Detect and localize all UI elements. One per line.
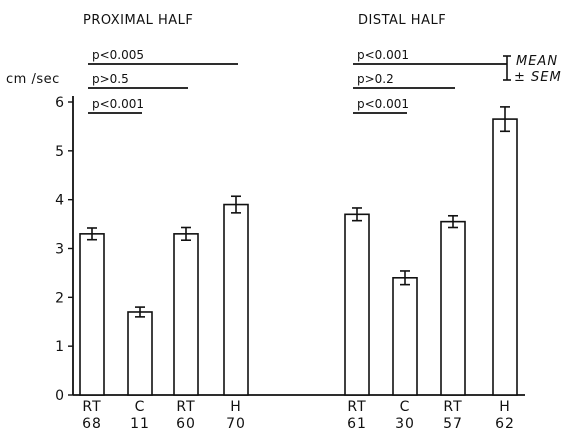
y-axis-label: cm /sec xyxy=(6,72,60,87)
y-tick-label: 5 xyxy=(55,144,64,160)
y-tick-label: 4 xyxy=(55,193,64,209)
legend-mean-label: MEAN xyxy=(516,54,558,69)
x-count-label: 60 xyxy=(176,416,196,432)
group-title-distal: DISTAL HALF xyxy=(358,13,446,28)
x-category-label: RT xyxy=(443,399,462,415)
x-count-label: 62 xyxy=(495,416,515,432)
significance-label: p<0.001 xyxy=(357,48,409,62)
x-category-label: RT xyxy=(176,399,195,415)
bar xyxy=(127,311,153,396)
significance-label: p<0.001 xyxy=(92,97,144,111)
bar xyxy=(440,220,466,396)
y-tick-label: 1 xyxy=(55,339,64,355)
significance-label: p<0.001 xyxy=(357,97,409,111)
x-category-label: RT xyxy=(347,399,366,415)
x-count-label: 61 xyxy=(347,416,367,432)
y-tick-label: 6 xyxy=(55,95,64,111)
bar xyxy=(492,118,518,396)
x-category-label: H xyxy=(499,399,511,415)
group-title-proximal: PROXIMAL HALF xyxy=(83,13,193,28)
bar xyxy=(173,233,199,396)
y-tick-label: 0 xyxy=(55,388,64,404)
legend-sem-label: ± SEM xyxy=(514,70,562,85)
legend: MEAN ± SEM xyxy=(503,54,562,85)
bar xyxy=(392,276,418,396)
y-tick-label: 2 xyxy=(55,290,64,306)
bar xyxy=(223,203,249,396)
significance-brackets: p<0.005 p>0.5 p<0.001 p<0.001 p>0.2 p<0.001 xyxy=(88,48,507,114)
bar xyxy=(79,233,105,396)
significance-label: p>0.5 xyxy=(92,72,129,86)
x-category-label: H xyxy=(230,399,242,415)
x-count-label: 11 xyxy=(130,416,150,432)
x-category-label: C xyxy=(135,399,146,415)
x-count-label: 57 xyxy=(443,416,463,432)
x-count-label: 30 xyxy=(395,416,415,432)
group-titles: PROXIMAL HALF DISTAL HALF xyxy=(83,13,446,28)
x-count-label: 70 xyxy=(226,416,246,432)
y-tick-label: 3 xyxy=(55,242,64,258)
significance-label: p>0.2 xyxy=(357,72,394,86)
significance-label: p<0.005 xyxy=(92,48,144,62)
bar xyxy=(344,213,370,396)
x-category-label: RT xyxy=(82,399,101,415)
x-count-label: 68 xyxy=(82,416,102,432)
x-category-label: C xyxy=(400,399,411,415)
